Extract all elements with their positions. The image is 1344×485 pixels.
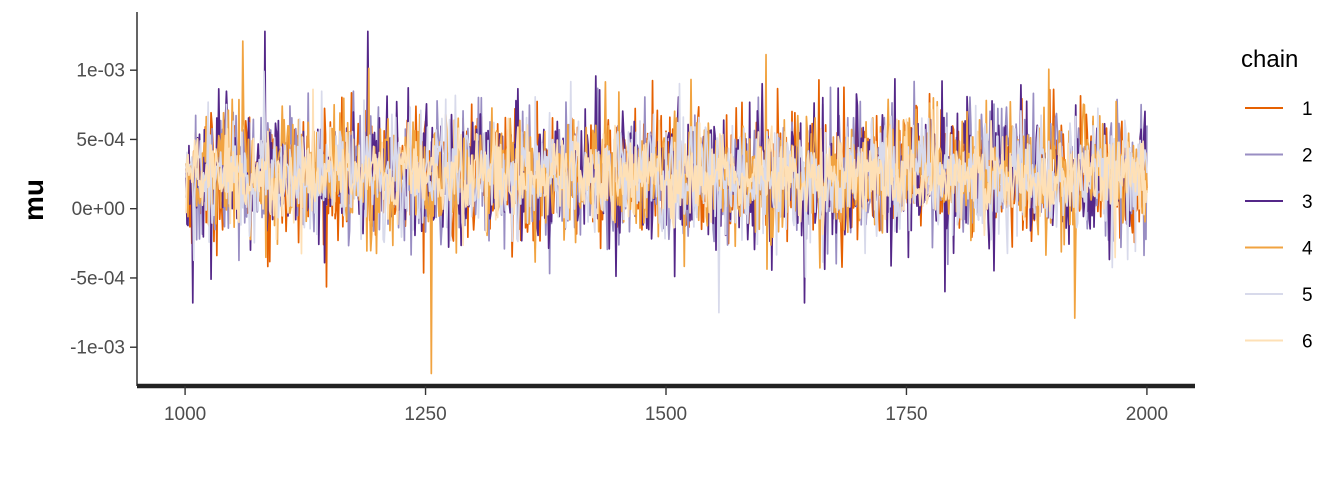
y-tick-label: 0e+00 [72,199,125,220]
y-tick-label: -1e-03 [70,338,125,359]
legend-label-chain-3: 3 [1302,192,1313,213]
y-tick-label: 1e-03 [76,61,125,82]
series-line-chain-6 [185,88,1148,259]
y-tick-label: -5e-04 [70,268,125,289]
x-tick-label: 1500 [645,404,687,425]
y-tick-label: 5e-04 [76,130,125,151]
legend-label-chain-2: 2 [1302,146,1313,167]
legend-title: chain [1241,46,1298,73]
legend-label-chain-1: 1 [1302,99,1313,120]
x-tick-label: 2000 [1126,404,1168,425]
series-layer [185,30,1148,375]
x-tick-label: 1250 [404,404,446,425]
legend: chain 1 2 3 4 5 6 [1241,46,1313,353]
y-axis-title: mu [18,179,49,221]
legend-label-chain-4: 4 [1302,239,1313,260]
legend-label-chain-5: 5 [1302,285,1313,306]
x-tick-label: 1750 [885,404,927,425]
x-tick-label: 1000 [164,404,206,425]
axes-layer: -1e-03 -5e-04 0e+00 5e-04 1e-03 1000 1250 1500 1… [70,12,1195,425]
legend-label-chain-6: 6 [1302,332,1313,353]
